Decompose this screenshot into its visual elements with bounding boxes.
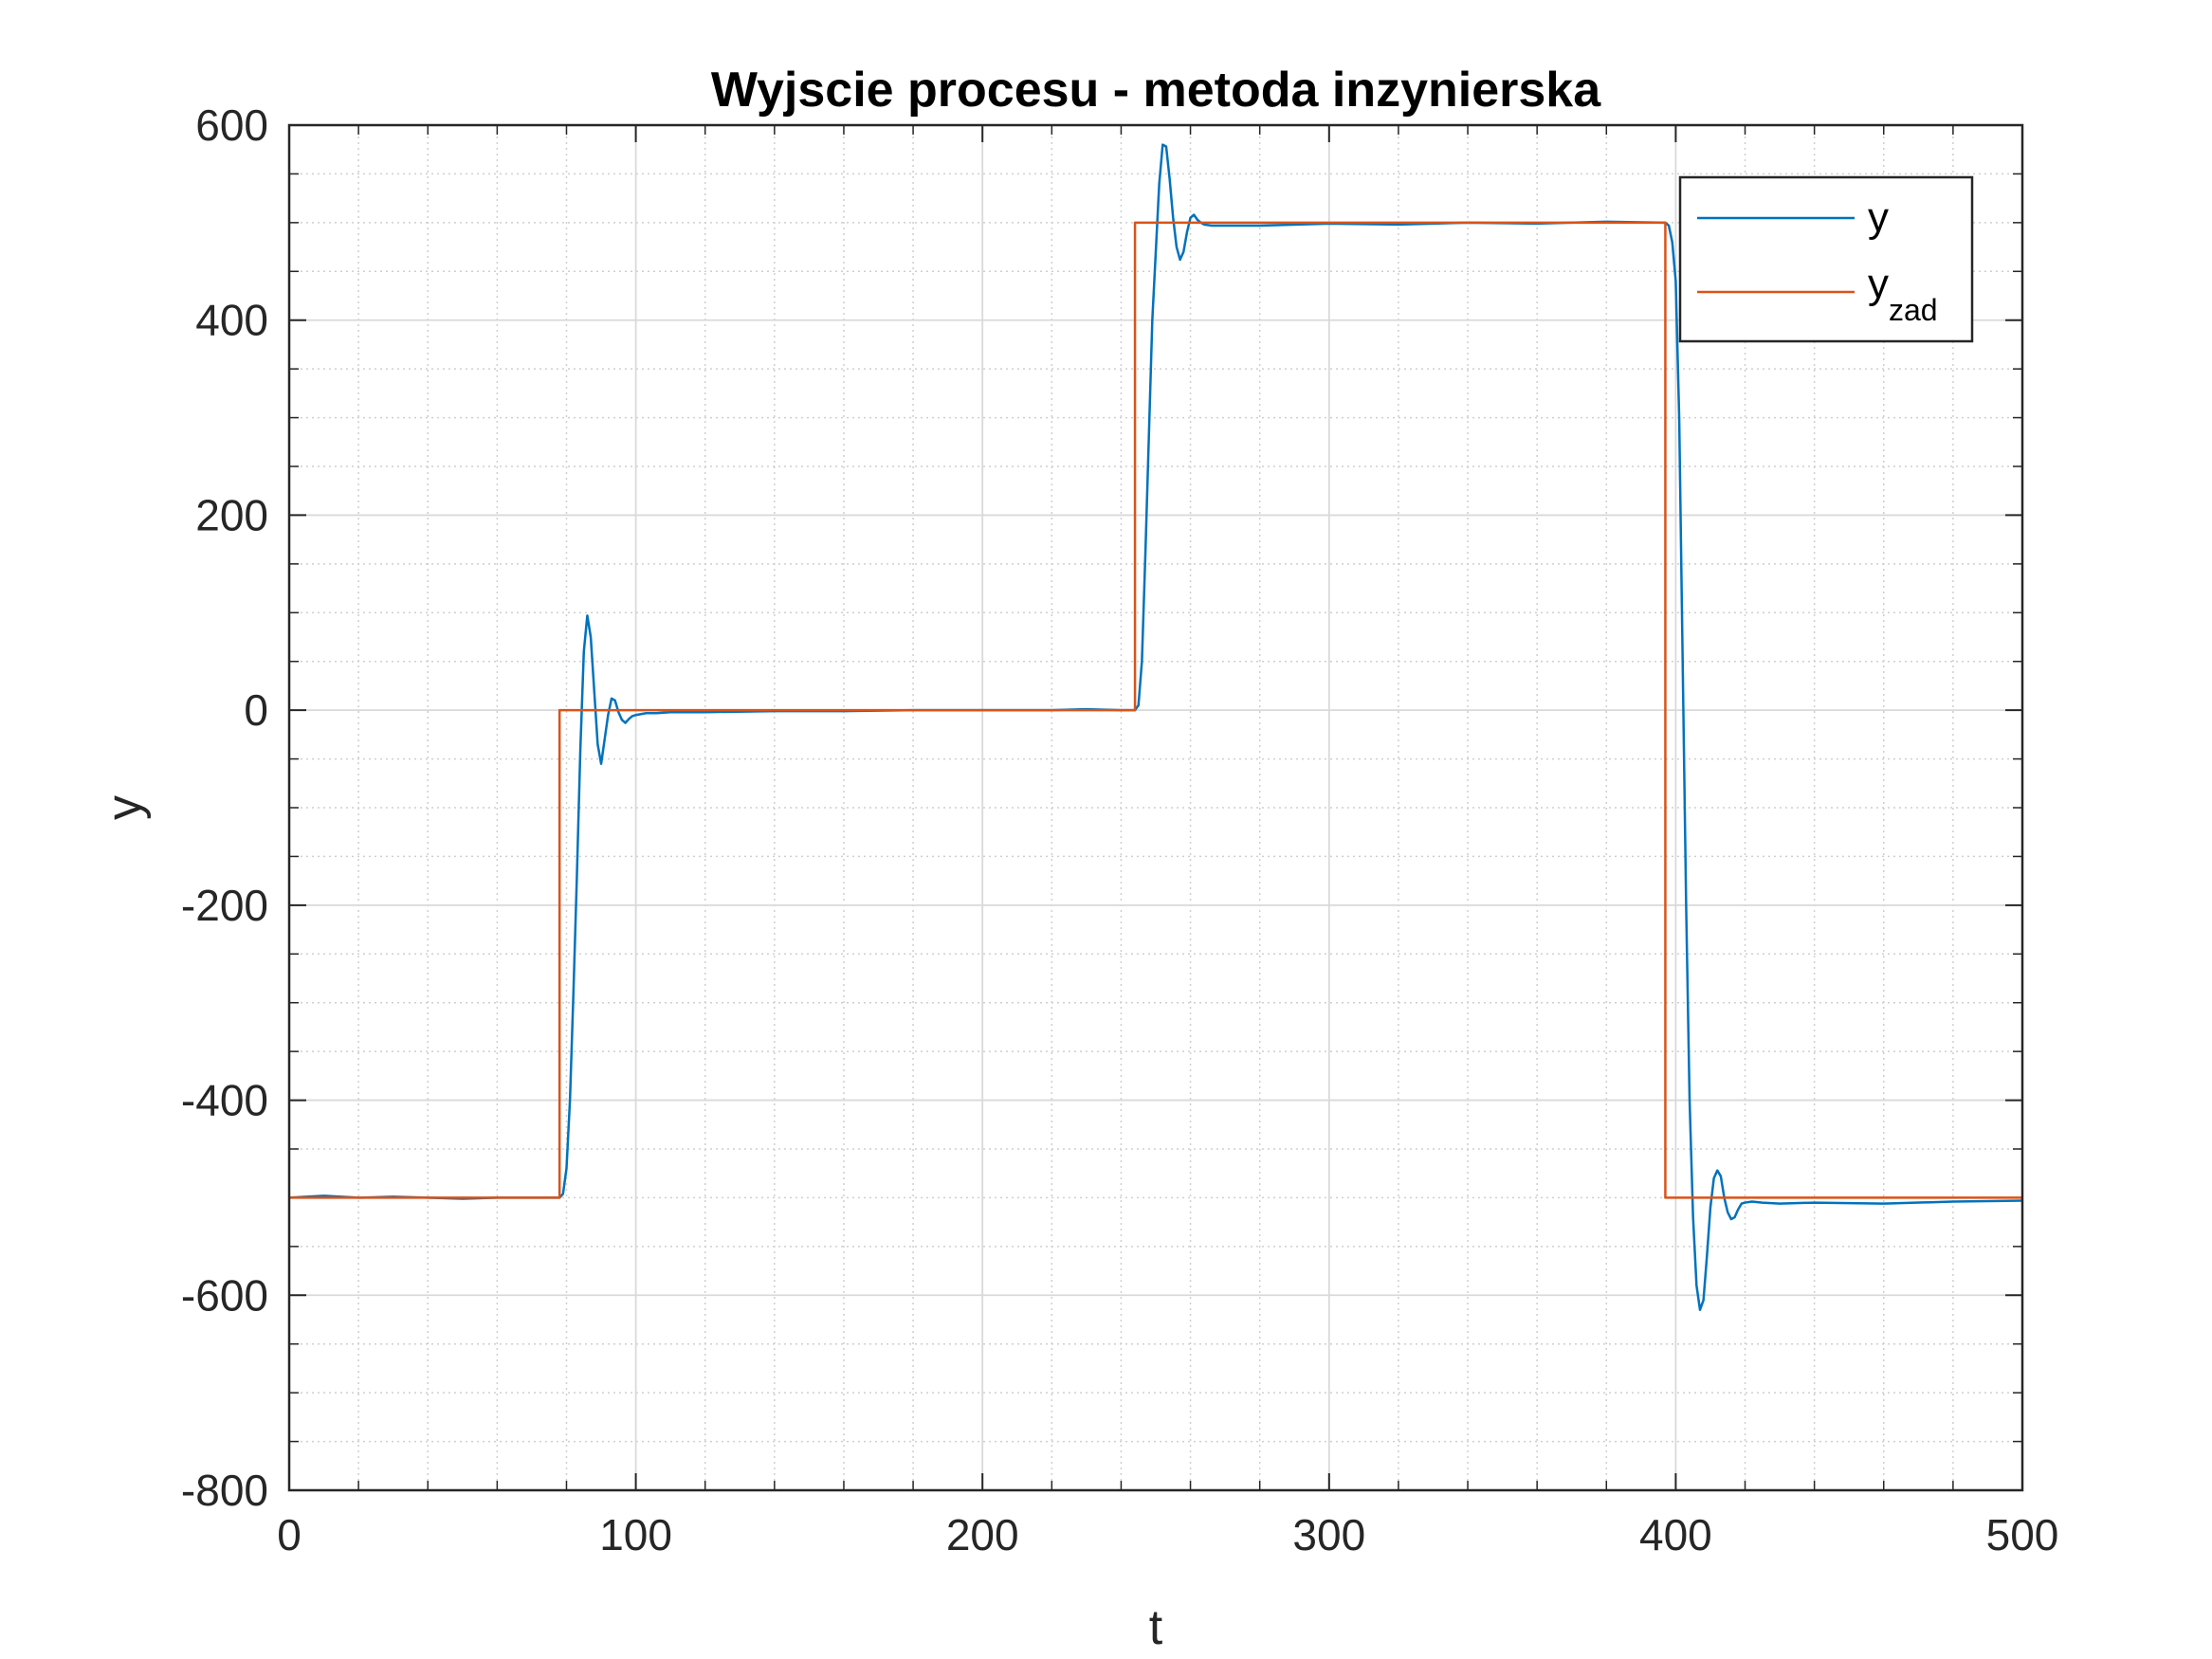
y-tick-label: 0	[244, 685, 268, 735]
legend-box	[1678, 175, 1974, 343]
y-tick-label: 200	[195, 490, 268, 539]
series-line-yzad	[289, 221, 2022, 1199]
x-tick-label: 400	[1639, 1510, 1712, 1559]
legend-label-yzad-sub: zad	[1889, 293, 1938, 327]
y-tick-labels: -800 -600 -400 -200 0 200 400 600	[181, 100, 268, 1515]
x-tick-label: 500	[1986, 1510, 2059, 1559]
x-tick-label: 200	[946, 1510, 1019, 1559]
x-tick-label: 0	[277, 1510, 302, 1559]
x-axis-label: t	[1149, 1600, 1163, 1655]
minor-grid	[289, 125, 2022, 1490]
legend-label-y: y	[1868, 194, 1889, 241]
y-tick-label: -800	[181, 1466, 268, 1515]
legend: y yzad	[1678, 175, 1974, 343]
y-tick-label: 400	[195, 296, 268, 345]
axes-box	[287, 123, 2024, 1492]
x-tick-labels: 0 100 200 300 400 500	[277, 1510, 2058, 1559]
y-tick-label: -400	[181, 1076, 268, 1125]
y-tick-label: 600	[195, 100, 268, 150]
series-line-y	[289, 143, 2022, 1311]
x-tick-label: 100	[599, 1510, 672, 1559]
y-tick-label: -600	[181, 1270, 268, 1320]
chart-title: Wyjscie procesu - metoda inzynierska	[711, 63, 1601, 118]
legend-label-yzad-main: y	[1868, 261, 1889, 307]
series-layer	[289, 143, 2022, 1311]
y-axis-label: y	[97, 795, 152, 820]
y-tick-label: -200	[181, 881, 268, 930]
legend-label-yzad: yzad	[1868, 261, 1938, 327]
x-tick-label: 300	[1292, 1510, 1365, 1559]
